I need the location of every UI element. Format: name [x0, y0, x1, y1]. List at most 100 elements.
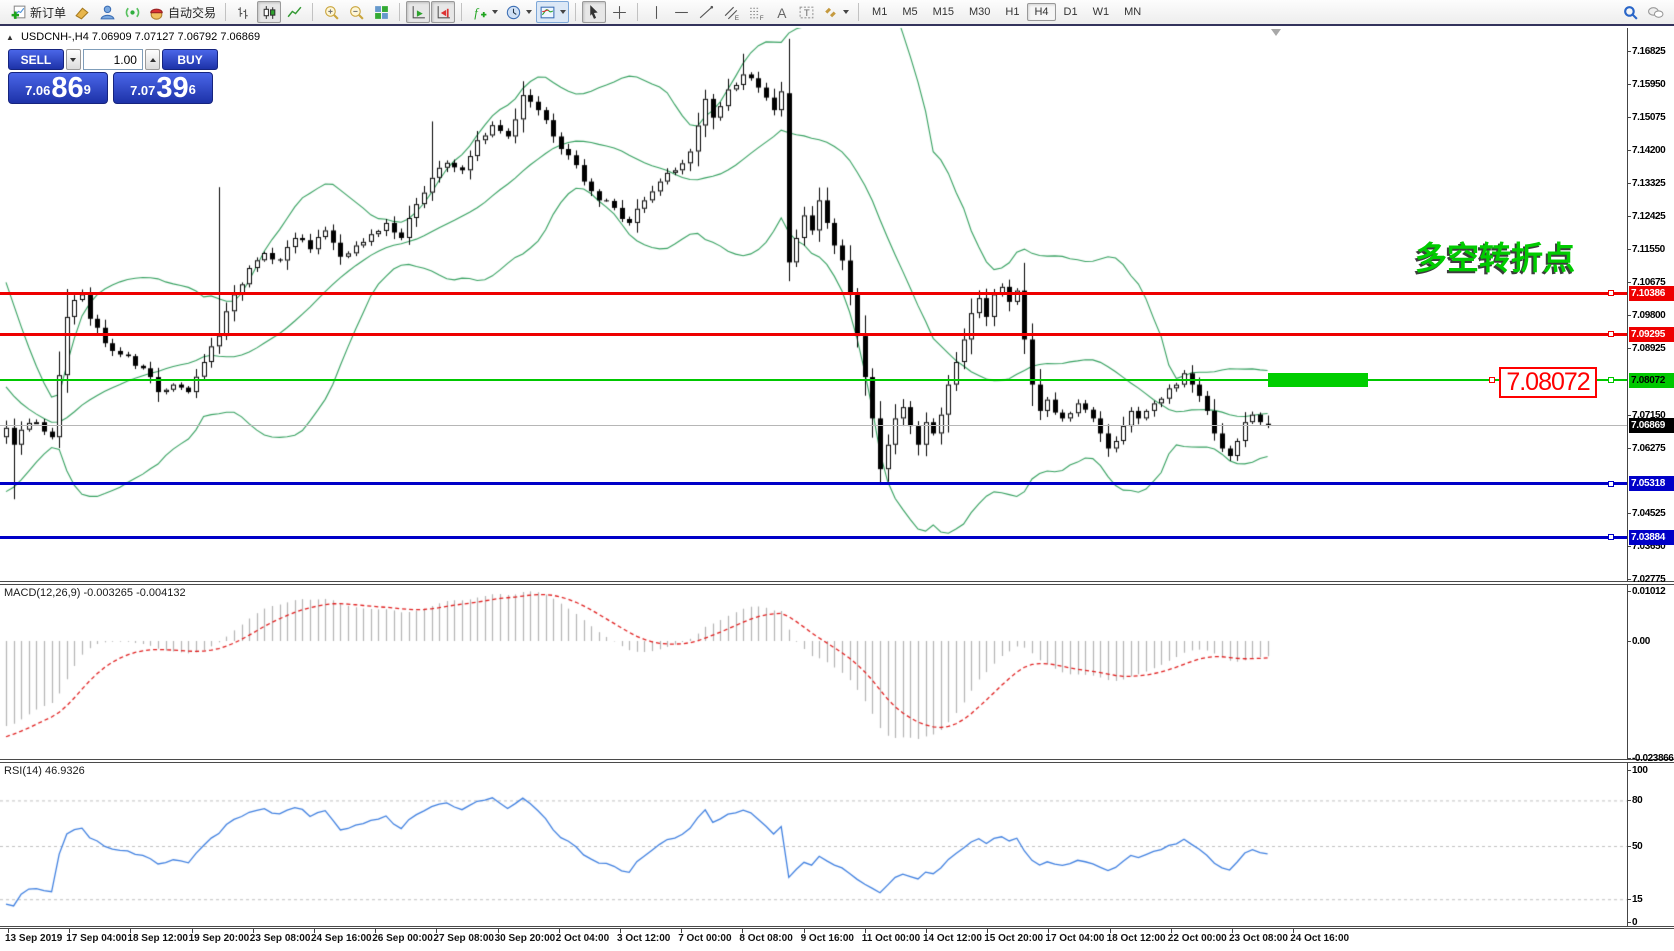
text-icon: A [777, 4, 787, 20]
timeframe-MN[interactable]: MN [1117, 3, 1148, 21]
line-anchor-square[interactable] [1608, 534, 1614, 541]
trendline-button[interactable] [694, 1, 718, 23]
time-axis-tick [314, 929, 315, 933]
current-price-line [0, 425, 1627, 426]
line-anchor-square[interactable] [1608, 377, 1614, 383]
volume-decrease-button[interactable] [65, 49, 82, 70]
signal-icon [125, 7, 139, 17]
arrows-button[interactable] [819, 1, 852, 23]
line-anchor-square[interactable] [1608, 290, 1614, 296]
bar-chart-button[interactable] [232, 1, 256, 23]
tile-windows-button[interactable] [369, 1, 393, 23]
timeframe-M30[interactable]: M30 [962, 3, 997, 21]
chart-shift-marker[interactable] [1271, 29, 1281, 36]
time-axis-tick [69, 929, 71, 933]
toolbar-separator [225, 3, 227, 21]
price-level-line[interactable] [0, 379, 1627, 381]
volume-increase-button[interactable] [144, 49, 161, 70]
toolbar-separator [637, 3, 639, 21]
axis-tick [1627, 641, 1631, 642]
toolbar-separator [461, 3, 463, 21]
time-axis-tick [8, 929, 9, 933]
templates-button[interactable] [536, 1, 570, 23]
text-label-icon: T [799, 6, 813, 19]
price-level-tag: 7.08072 [1629, 372, 1674, 388]
chart-title: ▲ USDCNH-,H4 7.06909 7.07127 7.06792 7.0… [6, 31, 260, 43]
candlestick-chart-button[interactable] [257, 1, 282, 23]
time-axis-label: 23 Sep 08:00 [249, 933, 311, 944]
zoom-in-icon [324, 5, 339, 20]
zoom-out-button[interactable] [344, 1, 368, 23]
price-level-line[interactable] [0, 482, 1627, 486]
buy-price-display[interactable]: 7.07 39 6 [113, 72, 213, 104]
time-axis-tick [1109, 929, 1111, 933]
axis-tick [1627, 282, 1631, 284]
cursor-button[interactable] [582, 1, 607, 23]
price-level-floating-label[interactable]: 7.08072 [1499, 367, 1597, 398]
chart-ohlc-values: 7.06909 7.07127 7.06792 7.06869 [91, 31, 261, 43]
arrows-icon [825, 7, 836, 17]
chart-shift-icon [437, 5, 450, 18]
axis-tick [1627, 216, 1631, 218]
new-order-button[interactable]: 新订单 [7, 1, 69, 23]
sell-price-display[interactable]: 7.06 86 9 [8, 72, 108, 104]
metaeditor-button[interactable] [95, 1, 119, 23]
periods-button[interactable] [502, 1, 535, 23]
time-axis-tick [620, 929, 621, 933]
zoom-in-button[interactable] [319, 1, 343, 23]
eraser-button[interactable] [70, 1, 94, 23]
pane-separator[interactable] [0, 581, 1674, 585]
time-axis-label: 18 Oct 12:00 [1106, 933, 1166, 944]
chart-shift-button[interactable] [431, 1, 456, 23]
time-axis-label: 13 Sep 2019 [5, 933, 63, 944]
indicators-button[interactable]: f [468, 1, 501, 23]
timeframe-W1[interactable]: W1 [1086, 3, 1117, 21]
time-axis-label: 19 Sep 20:00 [188, 933, 250, 944]
autotrading-label: 自动交易 [168, 5, 217, 20]
text-label-button[interactable]: T [794, 1, 818, 23]
auto-scroll-button[interactable] [406, 1, 431, 23]
vertical-line-button[interactable] [644, 1, 668, 23]
one-click-collapse-icon[interactable]: ▲ [6, 33, 14, 42]
horizontal-line-button[interactable] [669, 1, 693, 23]
crosshair-icon [612, 5, 626, 19]
fibonacci-button[interactable]: F [744, 1, 768, 23]
price-level-line[interactable] [0, 535, 1627, 539]
text-button[interactable]: A [769, 1, 793, 23]
sell-button[interactable]: SELL [8, 49, 64, 70]
timeframe-D1[interactable]: D1 [1057, 3, 1085, 21]
turning-zone-rectangle[interactable] [1268, 373, 1368, 387]
turning-point-annotation[interactable]: 多空转折点 [1415, 240, 1576, 276]
buy-button[interactable]: BUY [162, 49, 218, 70]
sell-price-small: 7.06 [25, 83, 51, 98]
time-axis-tick [1170, 929, 1172, 933]
line-chart-button[interactable] [282, 1, 306, 23]
line-anchor-square[interactable] [1489, 377, 1495, 383]
pane-separator[interactable] [0, 759, 1674, 763]
svg-text:E: E [734, 14, 738, 20]
price-level-line[interactable] [0, 332, 1627, 336]
equidistant-channel-button[interactable]: E [719, 1, 743, 23]
time-axis-tick [1048, 929, 1050, 933]
signal-button[interactable] [120, 1, 144, 23]
timeframe-M5[interactable]: M5 [895, 3, 924, 21]
timeframe-M1[interactable]: M1 [865, 3, 894, 21]
volume-input[interactable]: 1.00 [83, 49, 143, 70]
price-level-line[interactable] [0, 291, 1627, 295]
search-icon[interactable] [1622, 4, 1639, 21]
timeframe-H4[interactable]: H4 [1027, 3, 1056, 21]
chat-icon[interactable] [1647, 4, 1664, 21]
axis-tick [1627, 149, 1631, 151]
price-axis-label: 7.11550 [1632, 244, 1665, 256]
timeframe-H1[interactable]: H1 [998, 3, 1026, 21]
time-axis-tick [191, 929, 193, 933]
timeframe-M15[interactable]: M15 [926, 3, 961, 21]
line-anchor-square[interactable] [1608, 331, 1614, 338]
line-anchor-square[interactable] [1608, 480, 1614, 487]
price-axis-label: 7.07150 [1632, 409, 1666, 421]
time-axis-label: 11 Oct 00:00 [861, 933, 921, 944]
autotrading-button[interactable]: 自动交易 [145, 1, 219, 23]
crosshair-button[interactable] [607, 1, 631, 23]
time-axis-tick [926, 929, 927, 933]
